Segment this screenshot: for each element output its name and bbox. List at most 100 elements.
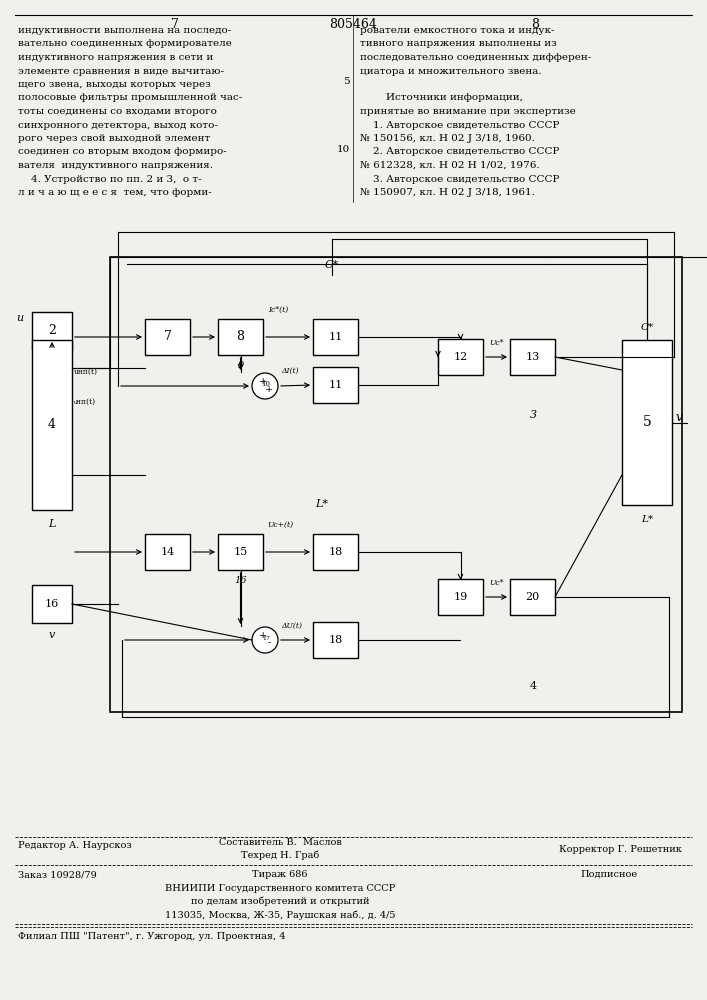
- Bar: [313, 367, 358, 403]
- Text: v: v: [676, 411, 683, 424]
- Text: 13: 13: [525, 352, 539, 362]
- Text: 3: 3: [530, 410, 537, 420]
- Text: 20: 20: [525, 592, 539, 602]
- Text: Филиал ПШ "Патент", г. Ужгород, ул. Проектная, 4: Филиал ПШ "Патент", г. Ужгород, ул. Прое…: [18, 932, 286, 941]
- Text: +: +: [265, 384, 273, 393]
- Text: Корректор Г. Решетник: Корректор Г. Решетник: [559, 845, 682, 854]
- Text: ΔI(t): ΔI(t): [281, 367, 298, 375]
- Text: C*: C*: [641, 323, 654, 332]
- Bar: [438, 579, 483, 615]
- Bar: [313, 319, 358, 355]
- Text: Редактор А. Наурскоз: Редактор А. Наурскоз: [18, 841, 132, 850]
- Bar: [510, 339, 555, 375]
- Text: 11: 11: [328, 380, 343, 390]
- Text: Заказ 10928/79: Заказ 10928/79: [18, 870, 97, 879]
- Text: Подписное: Подписное: [580, 870, 637, 879]
- Text: C*: C*: [325, 260, 339, 270]
- Text: u: u: [16, 313, 23, 323]
- Text: +: +: [259, 376, 267, 385]
- Text: 2. Авторское свидетельство СССР: 2. Авторское свидетельство СССР: [360, 147, 559, 156]
- Text: 10: 10: [337, 144, 350, 153]
- Bar: [32, 340, 72, 510]
- Text: 18: 18: [328, 547, 343, 557]
- Text: +: +: [259, 631, 267, 640]
- Text: 19: 19: [453, 592, 467, 602]
- Text: Источники информации,: Источники информации,: [360, 94, 523, 103]
- Text: тоты соединены со входами второго: тоты соединены со входами второго: [18, 107, 217, 116]
- Text: 16: 16: [45, 599, 59, 609]
- Bar: [145, 534, 190, 570]
- Text: 1. Авторское свидетельство СССР: 1. Авторское свидетельство СССР: [360, 120, 559, 129]
- Bar: [110, 257, 682, 712]
- Text: 17: 17: [262, 636, 270, 641]
- Bar: [218, 319, 263, 355]
- Text: 3. Авторское свидетельство СССР: 3. Авторское свидетельство СССР: [360, 174, 559, 184]
- Text: принятые во внимание при экспертизе: принятые во внимание при экспертизе: [360, 107, 575, 116]
- Text: 18: 18: [328, 635, 343, 645]
- Text: L: L: [48, 519, 56, 529]
- Text: Тираж 686: Тираж 686: [252, 870, 308, 879]
- Circle shape: [252, 373, 278, 399]
- Text: полосовые фильтры промышленной час-: полосовые фильтры промышленной час-: [18, 94, 243, 103]
- Bar: [123, 276, 541, 424]
- Text: 2: 2: [48, 324, 56, 338]
- Text: 8: 8: [531, 18, 539, 31]
- Text: индуктивного напряжения в сети и: индуктивного напряжения в сети и: [18, 53, 214, 62]
- Text: последовательно соединенных дифферен-: последовательно соединенных дифферен-: [360, 53, 591, 62]
- Bar: [218, 534, 263, 570]
- Text: 805464: 805464: [329, 18, 377, 31]
- Text: 7: 7: [163, 330, 171, 344]
- Text: 12: 12: [453, 352, 467, 362]
- Bar: [438, 339, 483, 375]
- Text: 11: 11: [328, 332, 343, 342]
- Text: 9: 9: [238, 361, 244, 370]
- Text: элементе сравнения в виде вычитаю-: элементе сравнения в виде вычитаю-: [18, 66, 224, 76]
- Text: 4: 4: [530, 681, 537, 691]
- Text: 16: 16: [234, 576, 247, 585]
- Bar: [32, 585, 72, 623]
- Text: 7: 7: [171, 18, 179, 31]
- Text: вательно соединенных формирователе: вательно соединенных формирователе: [18, 39, 232, 48]
- Text: Uс+(t): Uс+(t): [267, 521, 293, 529]
- Text: вателя  индуктивного напряжения.: вателя индуктивного напряжения.: [18, 161, 213, 170]
- Text: циатора и множительного звена.: циатора и множительного звена.: [360, 66, 542, 76]
- Bar: [510, 579, 555, 615]
- Bar: [313, 622, 358, 658]
- Text: рого через свой выходной элемент: рого через свой выходной элемент: [18, 134, 210, 143]
- Text: v: v: [49, 630, 55, 640]
- Text: по делам изобретений и открытий: по делам изобретений и открытий: [191, 897, 369, 906]
- Text: uнп(t): uнп(t): [74, 368, 98, 376]
- Text: щего звена, выходы которых через: щего звена, выходы которых через: [18, 80, 211, 89]
- Text: 14: 14: [160, 547, 175, 557]
- Bar: [145, 319, 190, 355]
- Text: рователи емкостного тока и индук-: рователи емкостного тока и индук-: [360, 26, 554, 35]
- Text: ΔU(t): ΔU(t): [281, 622, 302, 630]
- Text: Составитель В.  Маслов: Составитель В. Маслов: [218, 838, 341, 847]
- Text: Iс*(t): Iс*(t): [268, 306, 288, 314]
- Text: 5: 5: [344, 77, 350, 86]
- Bar: [622, 340, 672, 505]
- Bar: [313, 534, 358, 570]
- Text: 8: 8: [237, 330, 245, 344]
- Text: № 150907, кл. Н 02 J 3/18, 1961.: № 150907, кл. Н 02 J 3/18, 1961.: [360, 188, 535, 197]
- Bar: [32, 312, 72, 350]
- Text: № 612328, кл. Н 02 Н 1/02, 1976.: № 612328, кл. Н 02 Н 1/02, 1976.: [360, 161, 539, 170]
- Text: 15: 15: [233, 547, 247, 557]
- Text: Техред Н. Граб: Техред Н. Граб: [241, 851, 319, 860]
- Text: 10: 10: [262, 380, 271, 388]
- Text: синхронного детектора, выход кото-: синхронного детектора, выход кото-: [18, 120, 218, 129]
- Text: тивного напряжения выполнены из: тивного напряжения выполнены из: [360, 39, 556, 48]
- Circle shape: [252, 627, 278, 653]
- Text: -: -: [267, 639, 271, 648]
- Text: Uс*: Uс*: [489, 339, 504, 347]
- Text: 113035, Москва, Ж-35, Раушская наб., д. 4/5: 113035, Москва, Ж-35, Раушская наб., д. …: [165, 910, 395, 920]
- Text: индуктивности выполнена на последо-: индуктивности выполнена на последо-: [18, 26, 231, 35]
- Text: ВНИИПИ Государственного комитета СССР: ВНИИПИ Государственного комитета СССР: [165, 884, 395, 893]
- Text: ᵤнп(t): ᵤнп(t): [74, 398, 96, 406]
- Text: 5: 5: [643, 416, 651, 430]
- Text: 4: 4: [48, 418, 56, 432]
- Text: № 150156, кл. Н 02 J 3/18, 1960.: № 150156, кл. Н 02 J 3/18, 1960.: [360, 134, 535, 143]
- Text: L*: L*: [641, 515, 653, 524]
- Bar: [123, 515, 541, 695]
- Text: л и ч а ю щ е е с я  тем, что форми-: л и ч а ю щ е е с я тем, что форми-: [18, 188, 212, 197]
